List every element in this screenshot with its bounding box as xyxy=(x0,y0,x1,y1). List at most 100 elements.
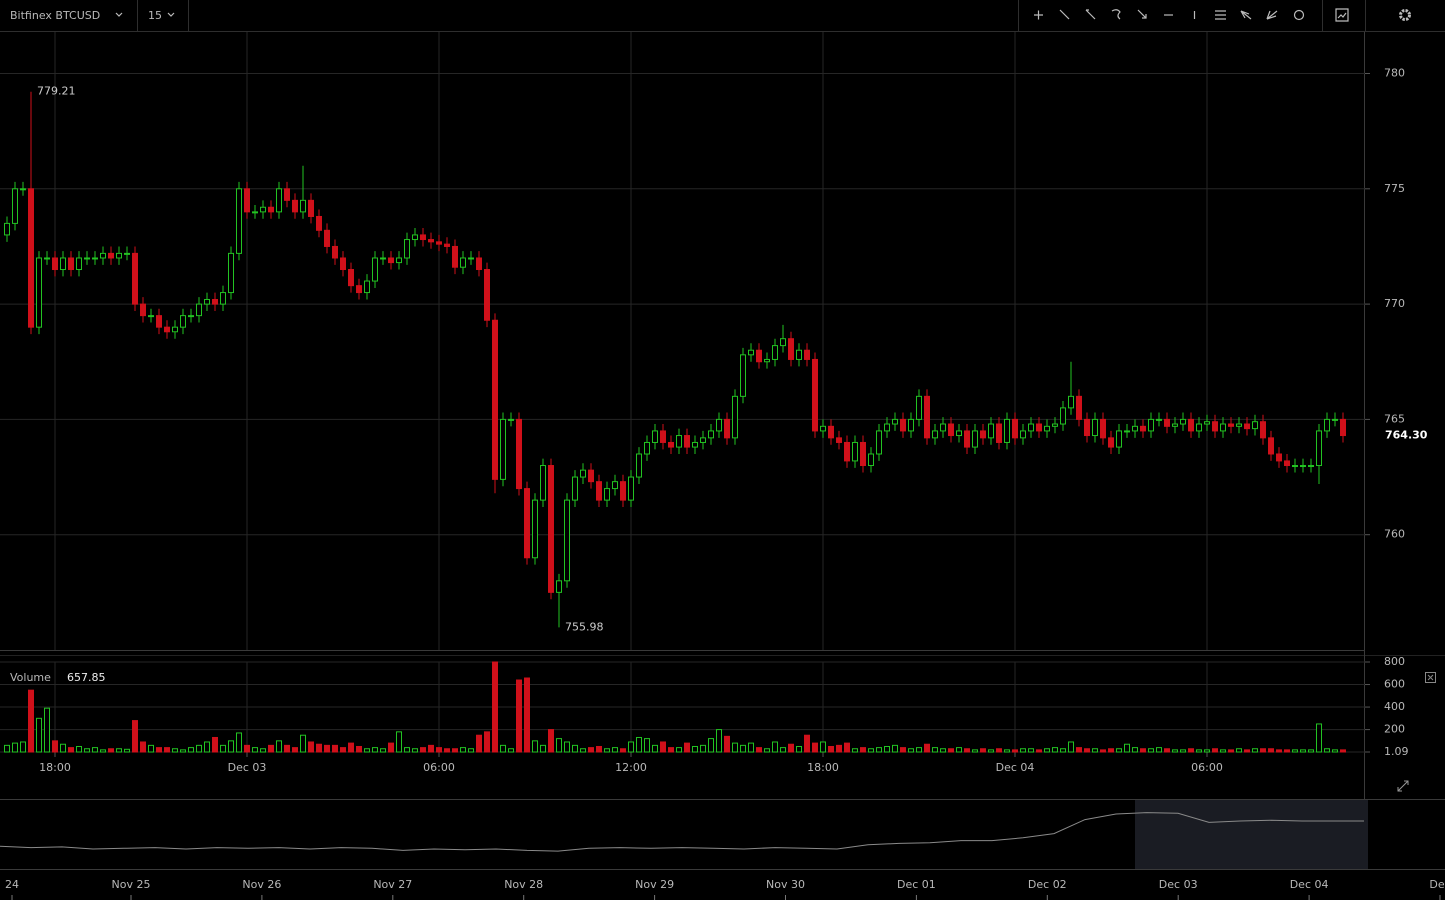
candle-body xyxy=(1308,465,1314,468)
candle-body xyxy=(1220,423,1226,432)
navigator-label: Nov 30 xyxy=(766,878,805,891)
volume-bar xyxy=(1052,747,1058,753)
volume-bar xyxy=(1124,743,1130,753)
candle-body xyxy=(372,257,378,282)
candle-body xyxy=(1300,465,1306,468)
volume-bar xyxy=(780,747,786,753)
ellipse-tool[interactable] xyxy=(1293,9,1305,21)
candle-body xyxy=(476,257,482,271)
candle-body xyxy=(316,215,322,231)
navigator-label: Nov 27 xyxy=(373,878,412,891)
volume-bar xyxy=(1060,748,1066,753)
candle-body xyxy=(468,257,474,260)
volume-bar xyxy=(1108,748,1114,753)
volume-bar xyxy=(84,748,90,753)
volume-bar xyxy=(1068,741,1074,753)
volume-bar xyxy=(1028,748,1034,753)
candle-body xyxy=(972,430,978,448)
volume-bar xyxy=(548,729,554,753)
volume-bar xyxy=(52,740,58,753)
candle-body xyxy=(612,481,618,490)
candle-body xyxy=(732,395,738,439)
candle-body xyxy=(260,206,266,213)
volume-bar xyxy=(580,748,586,753)
candle-body xyxy=(548,465,554,593)
candle-body xyxy=(20,188,26,191)
volume-bar xyxy=(1308,749,1314,753)
navigator-label: 24 xyxy=(5,878,19,891)
toolbar: Bitfinex BTCUSD 15 xyxy=(0,0,1445,32)
volume-bar xyxy=(916,747,922,753)
volume-bar xyxy=(700,744,706,753)
candle-body xyxy=(444,243,450,247)
volume-bar xyxy=(436,747,442,753)
candle-body xyxy=(956,430,962,437)
volume-bar xyxy=(1156,747,1162,753)
volume-bar xyxy=(644,738,650,753)
symbol-selector[interactable]: Bitfinex BTCUSD xyxy=(10,9,100,22)
settings-button[interactable] xyxy=(1399,9,1411,21)
candle-body xyxy=(788,338,794,360)
candle-body xyxy=(1076,395,1082,420)
candle-body xyxy=(932,430,938,439)
indicators-button[interactable] xyxy=(1335,8,1349,22)
close-volume-button[interactable] xyxy=(1425,672,1436,683)
close-icon[interactable] xyxy=(1427,674,1434,681)
candle-body xyxy=(756,349,762,363)
candle-body xyxy=(196,303,202,317)
candle-body xyxy=(668,441,674,448)
ray-tool[interactable] xyxy=(1085,9,1096,20)
candle-body xyxy=(1276,453,1282,462)
candle-body xyxy=(700,437,706,443)
candle-body xyxy=(1340,418,1346,437)
candle-body xyxy=(852,441,858,462)
candle-body xyxy=(1228,423,1234,427)
candle-body xyxy=(524,488,530,559)
candle-body xyxy=(484,269,490,321)
candle-body xyxy=(12,188,18,224)
volume-bar xyxy=(420,747,426,753)
candle-body xyxy=(4,222,10,236)
curve-tool[interactable] xyxy=(1111,9,1121,20)
volume-bar xyxy=(212,736,218,753)
candle-body xyxy=(988,423,994,439)
volume-bar xyxy=(372,747,378,753)
interval-selector[interactable]: 15 xyxy=(148,9,162,22)
candle-body xyxy=(1196,423,1202,432)
gann-tool[interactable] xyxy=(1266,10,1278,20)
candle-body xyxy=(620,481,626,501)
candle-body xyxy=(252,211,258,214)
candle-body xyxy=(644,441,650,455)
candle-body xyxy=(1116,430,1122,448)
crosshair-tool[interactable] xyxy=(1034,10,1043,20)
volume-bar xyxy=(76,745,82,753)
candle-body xyxy=(556,580,562,593)
candle-body xyxy=(452,245,458,268)
fib-tool[interactable] xyxy=(1215,10,1226,20)
dropdown-arrow[interactable] xyxy=(115,12,123,17)
candle-body xyxy=(220,292,226,305)
volume-bar xyxy=(1196,749,1202,753)
volume-bar xyxy=(948,748,954,753)
volume-bar xyxy=(444,748,450,753)
arrow-tool[interactable] xyxy=(1137,9,1147,19)
y-tick-label: 800 xyxy=(1384,655,1405,668)
candle-body xyxy=(284,188,290,201)
fan-tool[interactable] xyxy=(1240,10,1252,20)
navigator-window[interactable] xyxy=(1135,800,1368,869)
candle-body xyxy=(148,315,154,318)
volume-bar xyxy=(996,748,1002,753)
volume-bar xyxy=(364,748,370,753)
volume-bar xyxy=(92,747,98,753)
volume-bar xyxy=(1172,749,1178,753)
dropdown-arrow[interactable] xyxy=(167,12,175,17)
volume-bar xyxy=(1180,749,1186,753)
x-tick-label: 18:00 xyxy=(807,761,839,774)
candle-body xyxy=(1068,395,1074,409)
volume-bar xyxy=(1204,749,1210,753)
volume-bar xyxy=(468,748,474,753)
candle-body xyxy=(1140,425,1146,432)
fullscreen-button[interactable] xyxy=(1397,780,1409,792)
candle-body xyxy=(540,465,546,501)
trend-line-tool[interactable] xyxy=(1059,9,1070,20)
